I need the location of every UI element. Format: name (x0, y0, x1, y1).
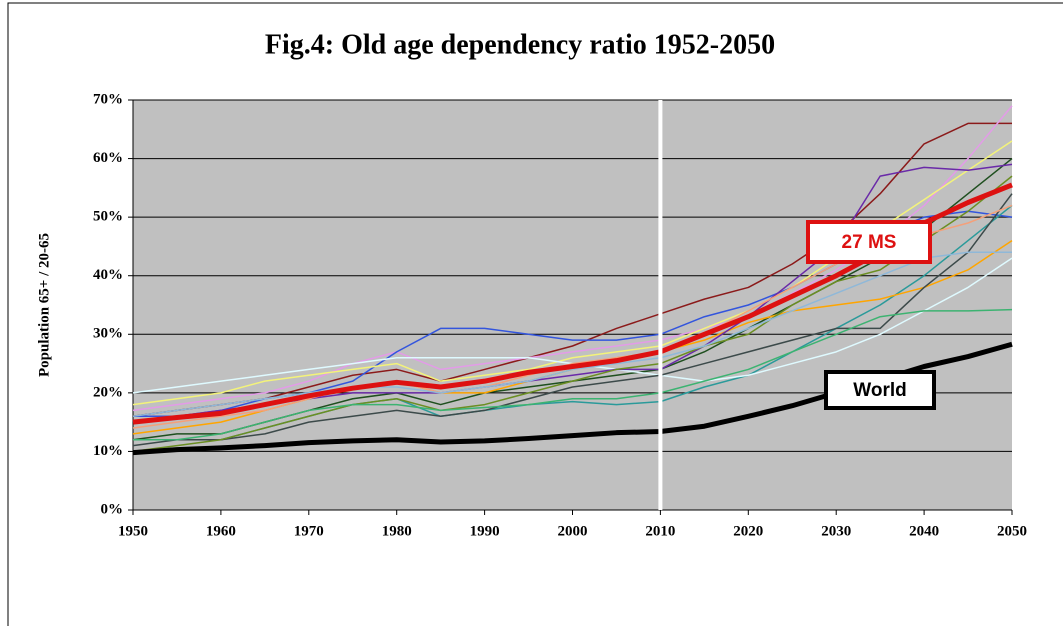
x-tick-label: 1980 (382, 523, 412, 539)
x-tick-label: 1970 (294, 523, 324, 539)
x-tick-label: 1990 (470, 523, 500, 539)
annotation-label: 27 MS (842, 232, 897, 253)
x-tick-label: 1950 (118, 523, 148, 539)
series-line (132, 193, 1013, 447)
y-tick-label: 10% (93, 443, 123, 459)
x-tick-label: 2040 (909, 523, 939, 539)
chart-title: Fig.4: Old age dependency ratio 1952-205… (265, 29, 775, 60)
y-tick-label: 60% (93, 150, 123, 166)
annotation-label: World (853, 380, 906, 401)
x-tick-label: 2010 (645, 523, 675, 539)
annotation-box (824, 370, 936, 410)
x-tick-label: 2000 (558, 523, 588, 539)
y-tick-label: 20% (93, 384, 123, 400)
y-axis-label: Population 65+ / 20-65 (36, 233, 52, 377)
series-line (132, 122, 1012, 418)
x-tick-label: 2030 (821, 523, 851, 539)
frame (7, 2, 1063, 626)
plot-area (133, 100, 1012, 510)
y-tick-label: 70% (93, 91, 123, 107)
x-tick-label: 2020 (733, 523, 763, 539)
y-tick-label: 50% (93, 209, 123, 225)
x-tick-label: 1960 (206, 523, 236, 539)
y-tick-label: 30% (93, 326, 123, 342)
x-tick-label: 2050 (997, 523, 1027, 539)
y-tick-label: 0% (101, 501, 124, 517)
series-line (132, 175, 1013, 453)
series-line (133, 308, 1013, 441)
y-tick-label: 40% (93, 267, 123, 283)
series-line (132, 251, 1012, 418)
annotation-box (806, 220, 932, 264)
